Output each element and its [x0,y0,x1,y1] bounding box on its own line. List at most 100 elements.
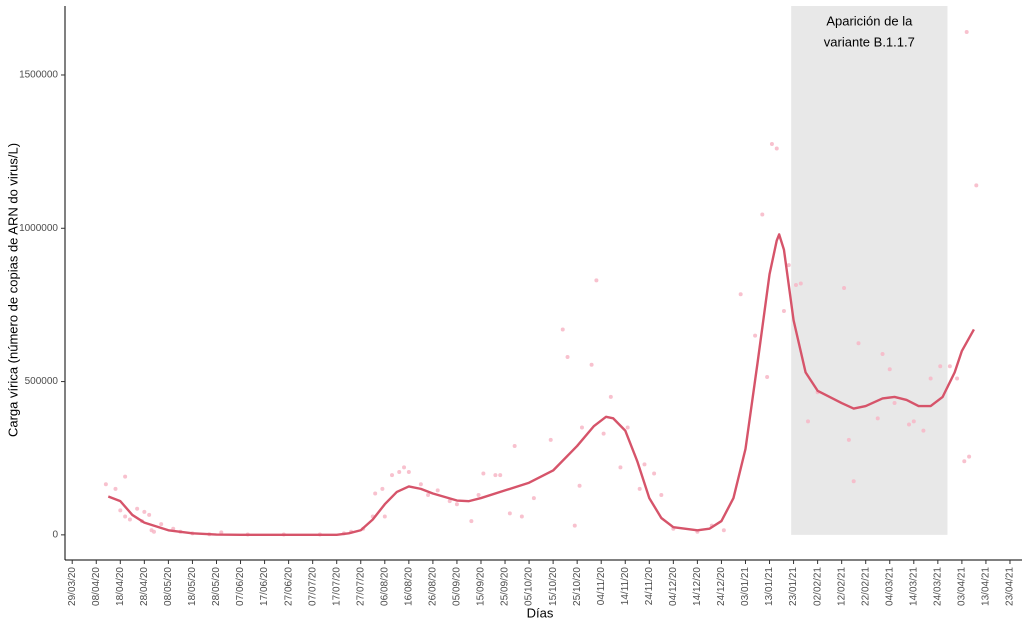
data-point [113,486,118,491]
data-point [380,486,385,491]
data-point [967,454,972,459]
annotation-text: Aparición de la [826,13,913,28]
data-point [589,362,594,367]
x-tick-label: 14/11/20 [620,567,631,606]
x-tick-label: 07/06/20 [235,567,246,606]
data-point [928,376,933,381]
data-point [418,482,423,487]
x-tick-label: 15/09/20 [476,567,487,606]
data-point [447,499,452,504]
data-point [594,278,599,283]
data-point [964,30,969,35]
data-point [481,471,486,476]
x-tick-label: 12/02/21 [836,567,847,606]
data-point [955,376,960,381]
data-point [147,512,152,517]
data-point [642,462,647,467]
data-point [753,333,758,338]
data-point [721,528,726,533]
x-tick-label: 15/10/20 [548,567,559,606]
background-layer [791,6,948,535]
data-point [842,286,847,291]
data-point [887,367,892,372]
data-point [454,502,459,507]
y-tick-label: 1000000 [19,223,58,234]
data-point [577,483,582,488]
x-tick-label: 16/08/20 [403,567,414,606]
data-point [159,522,164,527]
y-tick-label: 500000 [25,376,59,387]
data-point [426,493,431,498]
data-point [469,519,474,524]
data-point [774,146,779,151]
data-point [123,474,128,479]
data-point [127,517,132,522]
data-point [402,465,407,470]
x-tick-label: 08/05/20 [163,567,174,606]
data-point [938,364,943,369]
x-tick-label: 28/04/20 [139,567,150,606]
x-tick-label: 18/05/20 [187,567,198,606]
x-tick-label: 04/03/21 [884,567,895,606]
data-point [921,428,926,433]
annotation-text: variante B.1.1.7 [824,34,915,49]
x-tick-label: 08/04/20 [91,567,102,606]
x-tick-label: 29/03/20 [67,567,78,606]
x-tick-label: 17/07/20 [331,567,342,606]
x-tick-label: 24/12/20 [716,567,727,606]
x-tick-label: 24/03/21 [932,567,943,606]
data-point [962,459,967,464]
data-point [151,529,156,534]
data-point [565,355,570,360]
data-point [498,473,503,478]
data-point [390,473,395,478]
data-point [397,470,402,475]
x-tick-label: 23/01/21 [788,567,799,606]
data-point [805,419,810,424]
x-tick-label: 07/07/20 [307,567,318,606]
trend-line [107,233,975,537]
data-point [560,327,565,332]
y-axis-title: Carga vírica (número de copias de ARN do… [5,143,20,437]
data-point [769,141,774,146]
data-point [798,281,803,286]
data-point [519,514,524,519]
data-point [856,341,861,346]
data-point [579,425,584,430]
data-point [118,508,123,513]
x-tick-label: 02/02/21 [812,567,823,606]
x-tick-label: 22/02/21 [860,567,871,606]
x-tick-label: 04/12/20 [668,567,679,606]
x-tick-label: 26/08/20 [428,567,439,606]
data-point [531,496,536,501]
data-point [625,425,630,430]
x-tick-label: 13/04/21 [981,567,992,606]
data-point [637,486,642,491]
data-point [974,183,979,188]
data-point [738,292,743,297]
x-tick-label: 14/03/21 [908,567,919,606]
x-tick-label: 24/11/20 [644,567,655,606]
data-point [476,493,481,498]
data-point [875,416,880,421]
y-tick-label: 1500000 [19,70,58,81]
data-point [601,431,606,436]
x-tick-label: 28/05/20 [211,567,222,606]
data-point [892,401,897,406]
data-point [103,482,108,487]
x-tick-label: 25/09/20 [500,567,511,606]
data-point [493,473,498,478]
x-tick-label: 17/06/20 [259,567,270,606]
data-point [406,470,411,475]
data-point [652,471,657,476]
data-point [373,491,378,496]
x-tick-label: 14/12/20 [692,567,703,606]
x-tick-label: 18/04/20 [115,567,126,606]
data-point [382,514,387,519]
data-point [572,523,577,528]
x-tick-label: 13/01/21 [764,567,775,606]
annotation-region [791,6,948,535]
x-tick-label: 03/04/21 [957,567,968,606]
data-point [786,263,791,268]
data-point [947,364,952,369]
